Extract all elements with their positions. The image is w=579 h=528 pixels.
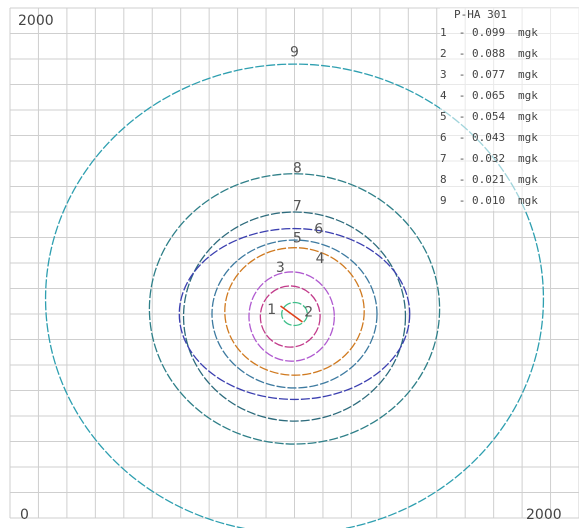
contour-label: 4 (316, 251, 325, 267)
legend-unit: mgk (518, 110, 538, 123)
source-marker-line (280, 305, 303, 323)
legend-value: 0.099 (472, 26, 506, 39)
contour-label: 8 (293, 160, 302, 176)
contour-label: 3 (276, 260, 285, 276)
contour-lines (44, 63, 545, 528)
legend-level: 2 (440, 47, 447, 60)
contour-label: 2 (304, 305, 313, 321)
legend-entry: 2-0.088 mgk (440, 43, 579, 64)
legend-level: 9 (440, 194, 447, 207)
contour-line (259, 285, 321, 348)
legend-entry: 4-0.065 mgk (440, 85, 579, 106)
legend-separator: - (458, 68, 466, 81)
legend: P-HA 301 1-0.099 mgk 2-0.088 mgk 3-0.077 mg… (440, 8, 579, 211)
legend-level: 3 (440, 68, 447, 81)
legend-entry: 1-0.099 mgk (440, 22, 579, 43)
x-min-label: 0 (20, 507, 29, 523)
legend-value: 0.088 (472, 47, 506, 60)
contour-line (248, 271, 335, 362)
contour-line (211, 239, 378, 389)
legend-unit: mgk (518, 47, 538, 60)
legend-value: 0.010 (472, 194, 506, 207)
legend-separator: - (458, 47, 466, 60)
legend-unit: mgk (518, 152, 538, 165)
legend-separator: - (458, 89, 466, 102)
legend-level: 7 (440, 152, 447, 165)
legend-unit: mgk (518, 131, 538, 144)
legend-unit: mgk (518, 89, 538, 102)
legend-entry: 8-0.021 mgk (440, 169, 579, 190)
legend-value: 0.065 (472, 89, 506, 102)
contour-label: 9 (290, 44, 299, 60)
contour-label: 1 (267, 302, 276, 318)
legend-entry: 6-0.043 mgk (440, 127, 579, 148)
legend-unit: mgk (518, 194, 538, 207)
contour-line (224, 247, 365, 376)
legend-separator: - (458, 194, 466, 207)
legend-level: 8 (440, 173, 447, 186)
legend-level: 6 (440, 131, 447, 144)
legend-unit: mgk (518, 26, 538, 39)
legend-entry: 5-0.054 mgk (440, 106, 579, 127)
legend-value: 0.021 (472, 173, 506, 186)
contour-line (44, 63, 545, 528)
x-max-label: 2000 (526, 507, 562, 523)
legend-separator: - (458, 173, 466, 186)
contour-line (182, 211, 407, 422)
legend-unit: mgk (518, 173, 538, 186)
legend-entry: 9-0.010 mgk (440, 190, 579, 211)
legend-entry: 7-0.032 mgk (440, 148, 579, 169)
contour-label: 6 (314, 222, 323, 238)
legend-unit: mgk (518, 68, 538, 81)
contour-label: 5 (293, 231, 302, 247)
legend-separator: - (458, 131, 466, 144)
legend-separator: - (458, 26, 466, 39)
source-marker (280, 305, 303, 323)
legend-level: 1 (440, 26, 447, 39)
contour-line (281, 301, 308, 327)
legend-separator: - (458, 110, 466, 123)
legend-entry: 3-0.077 mgk (440, 64, 579, 85)
legend-value: 0.077 (472, 68, 506, 81)
legend-level: 5 (440, 110, 447, 123)
contour-line (148, 173, 441, 445)
y-max-label: 2000 (18, 13, 54, 29)
contour-line (178, 227, 411, 401)
legend-value: 0.054 (472, 110, 506, 123)
legend-value: 0.043 (472, 131, 506, 144)
contour-label: 7 (293, 199, 302, 215)
legend-level: 4 (440, 89, 447, 102)
legend-value: 0.032 (472, 152, 506, 165)
legend-separator: - (458, 152, 466, 165)
legend-title: P-HA 301 (454, 8, 507, 21)
